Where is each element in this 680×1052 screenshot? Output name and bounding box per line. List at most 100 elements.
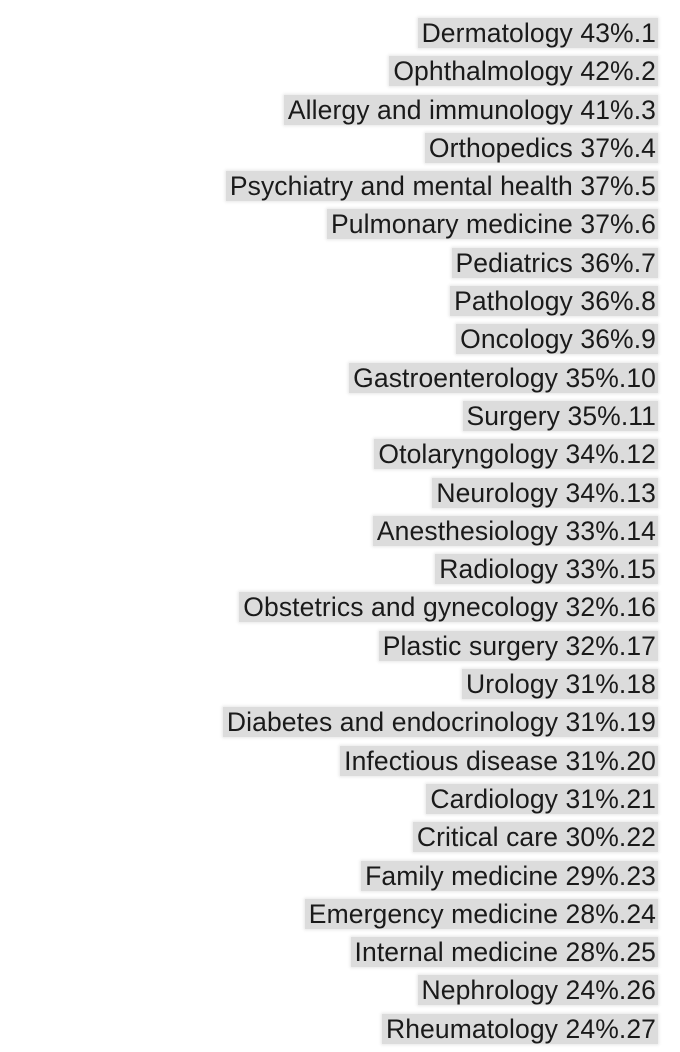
specialty-value: 35%.11 (567, 400, 656, 431)
list-item: Neurology 34%.13 (223, 474, 658, 512)
list-item: Cardiology 31%.21 (223, 780, 658, 818)
specialty-name: Psychiatry and mental health (229, 171, 573, 202)
specialty-name: Cardiology (430, 783, 559, 814)
list-item: Psychiatry and mental health 37%.5 (223, 167, 658, 205)
list-item: Oncology 36%.9 (223, 320, 658, 358)
list-item-text: Psychiatry and mental health 37%.5 (225, 171, 658, 202)
list-item: Plastic surgery 32%.17 (223, 627, 658, 665)
specialty-name: Plastic surgery (382, 630, 559, 661)
specialty-ranking-list: Dermatology 43%.1 Ophthalmology 42%.2 Alle… (222, 14, 658, 1048)
specialty-name: Gastroenterology (353, 362, 559, 393)
specialty-name: Ophthalmology (393, 56, 573, 87)
list-item-text: Family medicine 29%.23 (361, 860, 658, 891)
specialty-value: 37%.5 (580, 171, 656, 202)
list-item: Ophthalmology 42%.2 (223, 52, 658, 90)
list-item: Family medicine 29%.23 (223, 857, 658, 895)
list-item: Anesthesiology 33%.14 (223, 512, 658, 550)
specialty-value: 34%.12 (565, 439, 656, 470)
specialty-name: Pulmonary medicine (331, 209, 573, 240)
specialty-value: 34%.13 (565, 477, 656, 508)
specialty-name: Orthopedics (428, 132, 573, 163)
specialty-value: 33%.15 (565, 554, 656, 585)
list-item-text: Cardiology 31%.21 (426, 783, 658, 814)
specialty-name: Nephrology (421, 975, 559, 1006)
list-item: Internal medicine 28%.25 (223, 933, 658, 971)
specialty-value: 36%.9 (580, 324, 656, 355)
specialty-value: 28%.24 (565, 898, 656, 929)
list-item: Urology 31%.18 (223, 665, 658, 703)
specialty-name: Otolaryngology (378, 439, 559, 470)
list-item: Pulmonary medicine 37%.6 (223, 205, 658, 243)
list-item-text: Internal medicine 28%.25 (350, 937, 658, 968)
list-item: Emergency medicine 28%.24 (223, 895, 658, 933)
specialty-name: Family medicine (365, 860, 559, 891)
list-item-text: Nephrology 24%.26 (417, 975, 658, 1006)
list-item: Nephrology 24%.26 (223, 971, 658, 1009)
list-item-text: Pediatrics 36%.7 (451, 247, 658, 278)
list-item-text: Rheumatology 24%.27 (381, 1013, 658, 1044)
list-item-text: Plastic surgery 32%.17 (378, 630, 658, 661)
list-item: Orthopedics 37%.4 (223, 129, 658, 167)
list-item-text: Orthopedics 37%.4 (424, 132, 658, 163)
specialty-name: Internal medicine (354, 937, 559, 968)
list-item: Pathology 36%.8 (223, 282, 658, 320)
list-item: Dermatology 43%.1 (223, 14, 658, 52)
specialty-value: 36%.7 (580, 247, 656, 278)
list-item: Allergy and immunology 41%.3 (223, 91, 658, 129)
specialty-name: Rheumatology (385, 1013, 559, 1044)
list-item-text: Anesthesiology 33%.14 (372, 515, 658, 546)
specialty-name: Oncology (460, 324, 573, 355)
specialty-value: 35%.10 (565, 362, 656, 393)
specialty-name: Obstetrics and gynecology (243, 592, 559, 623)
list-item: Otolaryngology 34%.12 (223, 435, 658, 473)
specialty-name: Emergency medicine (308, 898, 559, 929)
specialty-name: Diabetes and endocrinology (226, 707, 559, 738)
specialty-value: 29%.23 (565, 860, 656, 891)
list-item: Gastroenterology 35%.10 (223, 359, 658, 397)
list-item-text: Obstetrics and gynecology 32%.16 (239, 592, 658, 623)
list-item-text: Ophthalmology 42%.2 (389, 56, 658, 87)
list-item-text: Surgery 35%.11 (462, 400, 658, 431)
list-item-text: Neurology 34%.13 (432, 477, 658, 508)
specialty-value: 28%.25 (565, 937, 656, 968)
list-item-text: Radiology 33%.15 (435, 554, 658, 585)
specialty-value: 31%.19 (565, 707, 656, 738)
specialty-value: 37%.4 (580, 132, 656, 163)
list-item-text: Emergency medicine 28%.24 (304, 898, 658, 929)
specialty-name: Critical care (416, 822, 559, 853)
list-item: Diabetes and endocrinology 31%.19 (222, 703, 658, 741)
list-item-text: Gastroenterology 35%.10 (349, 362, 658, 393)
list-item-text: Pathology 36%.8 (450, 286, 658, 317)
specialty-name: Anesthesiology (376, 515, 559, 546)
specialty-value: 43%.1 (580, 18, 656, 48)
list-item-text: Infectious disease 31%.20 (340, 745, 658, 776)
specialty-name: Pediatrics (455, 247, 573, 278)
specialty-name: Neurology (436, 477, 559, 508)
specialty-name: Allergy and immunology (287, 94, 573, 125)
specialty-value: 31%.21 (565, 783, 656, 814)
list-item: Critical care 30%.22 (223, 818, 658, 856)
list-item: Rheumatology 24%.27 (223, 1010, 658, 1048)
specialty-value: 42%.2 (580, 56, 656, 87)
list-item-text: Allergy and immunology 41%.3 (283, 94, 658, 125)
specialty-value: 33%.14 (565, 515, 656, 546)
specialty-name: Surgery (466, 400, 561, 431)
list-item: Infectious disease 31%.20 (223, 742, 658, 780)
list-item-text: Oncology 36%.9 (456, 324, 658, 355)
specialty-name: Radiology (439, 554, 559, 585)
list-item-text: Diabetes and endocrinology 31%.19 (222, 707, 658, 738)
specialty-name: Pathology (454, 286, 573, 317)
list-item: Obstetrics and gynecology 32%.16 (223, 588, 658, 626)
specialty-value: 24%.26 (565, 975, 656, 1006)
specialty-value: 32%.17 (565, 630, 656, 661)
list-item: Pediatrics 36%.7 (223, 244, 658, 282)
list-item-text: Dermatology 43%.1 (417, 18, 658, 48)
specialty-value: 36%.8 (580, 286, 656, 317)
specialty-value: 32%.16 (565, 592, 656, 623)
list-item-text: Critical care 30%.22 (412, 822, 658, 853)
list-item-text: Otolaryngology 34%.12 (374, 439, 658, 470)
specialty-value: 37%.6 (580, 209, 656, 240)
specialty-name: Infectious disease (344, 745, 559, 776)
specialty-value: 30%.22 (565, 822, 656, 853)
specialty-value: 24%.27 (565, 1013, 656, 1044)
